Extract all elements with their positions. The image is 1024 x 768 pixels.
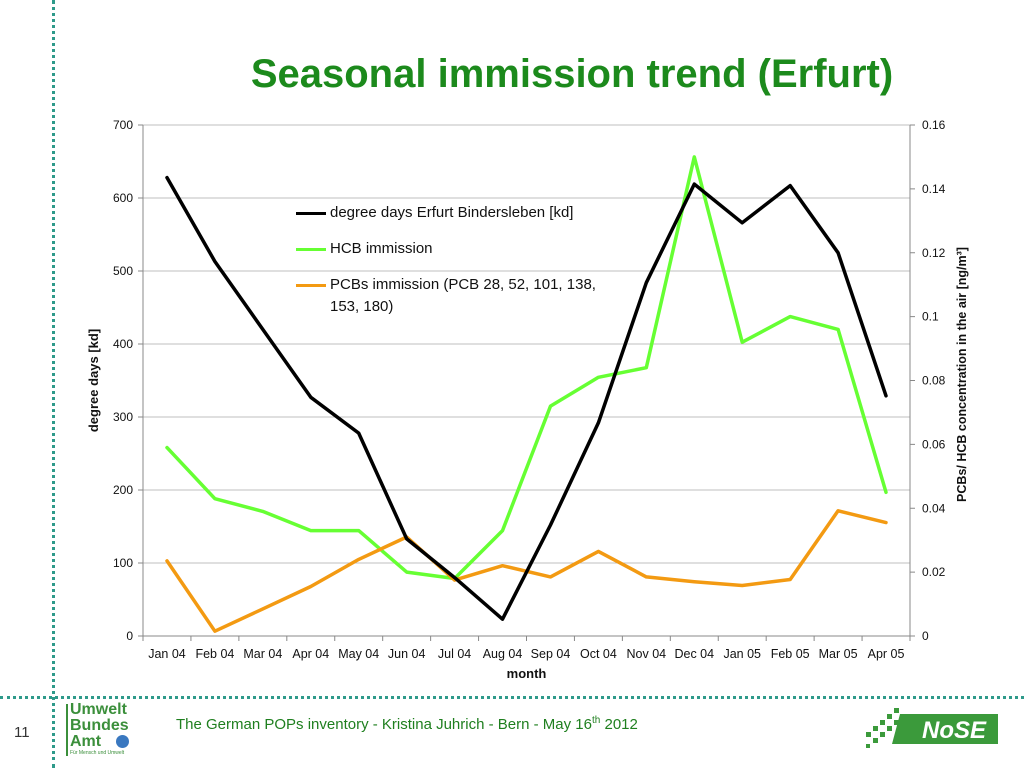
chart-legend: degree days Erfurt Bindersleben [kd] HCB… <box>296 202 626 332</box>
y2-tick-label: 0.02 <box>922 565 946 579</box>
x-tick-label: Aug 04 <box>483 647 523 661</box>
x-tick-label: Nov 04 <box>627 647 667 661</box>
slide-title: Seasonal immission trend (Erfurt) <box>250 52 894 96</box>
y2-tick-label: 0.16 <box>922 118 946 132</box>
logo-word-2: Bundes <box>70 717 129 734</box>
line-chart: 0 100 200 300 400 500 600 700 0 0.02 0.04 0.06 0.08 0… <box>86 118 969 681</box>
y2-tick-label: 0.08 <box>922 374 946 388</box>
y2-axis-title: PCBs/ HCB concentration in the air [ng/m… <box>955 247 969 502</box>
legend-label-pcbs: PCBs immission (PCB 28, 52, 101, 138, 15… <box>330 276 596 315</box>
legend-swatch-pcbs <box>296 284 326 287</box>
x-tick-label: Jan 04 <box>148 647 186 661</box>
footer-year: 2012 <box>600 716 638 733</box>
x-tick-label: Oct 04 <box>580 647 617 661</box>
y2-tick-label: 0.06 <box>922 437 946 451</box>
y-tick-label: 700 <box>113 118 133 132</box>
un-emblem-icon <box>116 735 129 748</box>
nose-logo: NoSE <box>866 708 998 748</box>
bottom-dotted-divider <box>0 696 1024 699</box>
x-tick-label: Dec 04 <box>674 647 714 661</box>
legend-entry-pcbs: PCBs immission (PCB 28, 52, 101, 138, 15… <box>296 274 626 318</box>
x-tick-label: Apr 05 <box>868 647 905 661</box>
y2-tick-label: 0.04 <box>922 501 946 515</box>
logo-word-1: Umwelt <box>70 701 127 718</box>
left-dotted-divider <box>52 0 55 768</box>
degree-days-line <box>165 175 888 621</box>
x-tick-label: Jan 05 <box>723 647 761 661</box>
logo-bar <box>66 704 68 756</box>
x-tick-label: Jun 04 <box>388 647 426 661</box>
y-tick-label: 600 <box>113 191 133 205</box>
y-tick-label: 0 <box>126 629 133 643</box>
x-tick-label: Mar 04 <box>243 647 282 661</box>
footer-sup: th <box>591 715 601 726</box>
legend-entry-degree-days: degree days Erfurt Bindersleben [kd] <box>296 202 626 224</box>
x-tick-label: May 04 <box>338 647 379 661</box>
footer-text: The German POPs inventory - Kristina Juh… <box>176 716 592 733</box>
logo-tagline: Für Mensch und Umwelt <box>70 750 125 756</box>
x-tick-label: Feb 04 <box>195 647 234 661</box>
legend-swatch-hcb <box>296 248 326 251</box>
y-tick-label: 500 <box>113 264 133 278</box>
hcb-line <box>165 155 888 581</box>
x-tick-label: Jul 04 <box>438 647 471 661</box>
legend-label-degree-days: degree days Erfurt Bindersleben [kd] <box>330 204 574 221</box>
y2-tick-label: 0.1 <box>922 310 939 324</box>
logo-word-3: Amt <box>70 733 102 750</box>
legend-entry-hcb: HCB immission <box>296 238 626 260</box>
y2-tick-label: 0.14 <box>922 182 946 196</box>
legend-label-hcb: HCB immission <box>330 240 433 257</box>
y2-tick-label: 0.12 <box>922 246 946 260</box>
x-tick-label: Apr 04 <box>292 647 329 661</box>
y-tick-label: 100 <box>113 556 133 570</box>
logo-banner <box>892 714 998 744</box>
y2-tick-label: 0 <box>922 629 929 643</box>
legend-swatch-degree-days <box>296 212 326 215</box>
x-axis-title: month <box>507 666 547 681</box>
x-tick-label: Mar 05 <box>819 647 858 661</box>
y-tick-label: 300 <box>113 410 133 424</box>
y-axis-title: degree days [kd] <box>86 329 101 432</box>
y-tick-label: 200 <box>113 483 133 497</box>
pixel-leaf-icon <box>866 708 899 748</box>
x-tick-label: Feb 05 <box>771 647 810 661</box>
umweltbundesamt-logo: Umwelt Bundes Amt Für Mensch und Umwelt <box>66 702 130 762</box>
slide-footer: The German POPs inventory - Kristina Juh… <box>176 715 638 733</box>
x-tick-label: Sep 04 <box>531 647 571 661</box>
slide-number: 11 <box>14 724 30 741</box>
y-tick-label: 400 <box>113 337 133 351</box>
nose-logo-text: NoSE <box>922 717 987 744</box>
